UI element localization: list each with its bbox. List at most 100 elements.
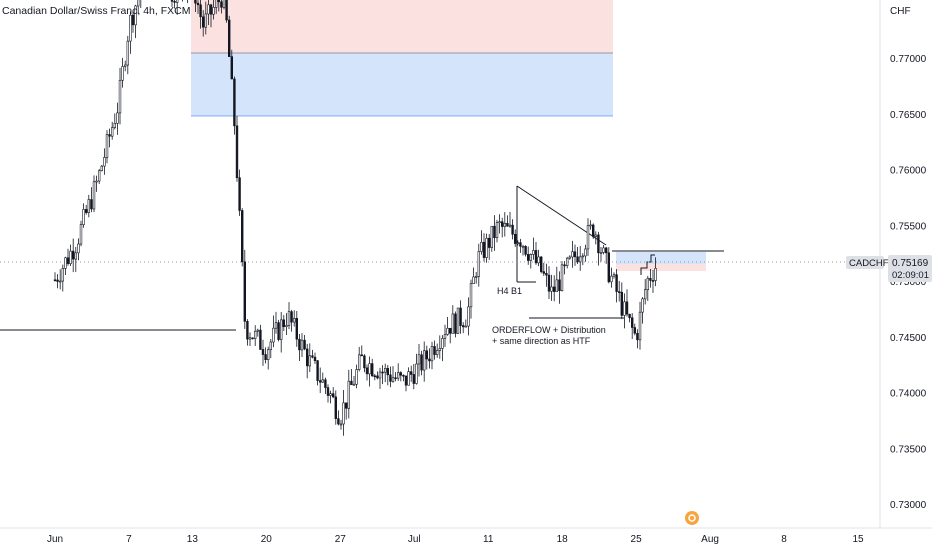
candle-body [373, 375, 376, 378]
candle-body [469, 283, 473, 308]
note-line-2: + same direction as HTF [492, 336, 591, 346]
candle-body [243, 261, 246, 322]
candle-body [511, 224, 514, 235]
time-tick-3: 20 [261, 534, 273, 545]
long-stop-zone [616, 264, 706, 271]
candle-body [461, 325, 465, 328]
candle-body [108, 134, 111, 137]
candle-body [264, 354, 267, 360]
candle-body [409, 371, 413, 375]
candle-body [524, 245, 527, 255]
candle-body [498, 221, 501, 223]
time-tick-5: Jul [408, 534, 421, 545]
candle-body [298, 338, 301, 351]
candle-body [532, 250, 535, 255]
candle-body [279, 319, 283, 340]
candle-body [207, 4, 210, 15]
candle-body [547, 274, 551, 292]
candle-body [555, 279, 559, 292]
time-tick-4: 27 [335, 534, 347, 545]
price-tick-2: 0.76000 [890, 166, 927, 177]
candle-body [428, 358, 431, 362]
candle-body [607, 252, 611, 283]
candle-body [292, 318, 296, 323]
candle-body [391, 377, 395, 382]
candle-body [448, 327, 452, 334]
symbol-name: CADCHF [849, 258, 889, 269]
candle-body [404, 375, 408, 386]
countdown: 02:09:01 [892, 270, 929, 281]
candle-body [599, 252, 603, 254]
candle-body [344, 402, 348, 409]
candle-body [194, 0, 197, 4]
candle-body [482, 241, 486, 258]
candle-body [472, 276, 475, 284]
candle-body [435, 350, 439, 355]
candle-body [305, 348, 309, 367]
candle-body [111, 127, 114, 137]
candle-body [87, 199, 91, 213]
candle-body [61, 268, 65, 282]
time-tick-2: 13 [187, 534, 199, 545]
candle-body [417, 354, 421, 365]
candle-body [77, 243, 80, 254]
candle-body [355, 369, 358, 385]
candle-body [586, 225, 590, 250]
long-target-zone [616, 252, 706, 264]
time-tick-6: 11 [483, 534, 494, 545]
candle-body [269, 341, 272, 351]
candle-body [630, 317, 634, 328]
candle-body [105, 134, 109, 158]
candle-body [204, 13, 207, 28]
candle-body [134, 5, 137, 26]
candle-body [209, 4, 213, 15]
logo-icon[interactable] [685, 511, 699, 525]
last-price: 0.75169 [892, 258, 929, 269]
candle-body [282, 319, 285, 328]
candle-body [254, 330, 257, 339]
candle-body [396, 372, 400, 379]
candle-body [433, 346, 436, 355]
candle-body [170, 0, 174, 2]
candle-body [500, 221, 504, 227]
time-ticks: Jun 7 13 20 27 Jul 11 18 25 Aug 8 15 [47, 534, 864, 545]
candle-body [628, 313, 631, 319]
h4-label: H4 B1 [497, 286, 522, 296]
candle-body [480, 241, 483, 252]
candle-body [238, 177, 241, 211]
candle-body [441, 338, 444, 349]
chart-title: Canadian Dollar/Swiss Franc, 4h, FXCM [2, 5, 190, 17]
candle-body [56, 279, 59, 282]
candle-body [487, 237, 491, 248]
time-tick-9: Aug [701, 534, 719, 545]
candle-body [272, 327, 275, 343]
target-zone [191, 53, 613, 116]
candle-body [456, 307, 460, 334]
logo-icon-inner [688, 514, 696, 522]
time-tick-11: 15 [852, 534, 864, 545]
trendline[interactable] [516, 185, 607, 246]
price-ticks: 0.77000 0.76500 0.76000 0.75500 0.75000 0.745… [890, 54, 927, 511]
candle-body [612, 274, 616, 277]
candle-body [576, 256, 579, 263]
candle-body [623, 301, 626, 316]
candle-body [92, 181, 96, 210]
candle-body [85, 209, 88, 213]
candle-body [118, 79, 122, 114]
candle-body [378, 371, 382, 379]
candle-body [506, 222, 509, 227]
candle-body [584, 248, 587, 257]
candle-body [493, 225, 496, 239]
candle-body [64, 257, 67, 269]
candle-body [303, 339, 306, 350]
candle-body [241, 210, 244, 263]
candle-body [266, 349, 270, 360]
candle-body [646, 278, 650, 291]
candle-body [451, 313, 454, 334]
candle-body [594, 234, 598, 237]
candle-body [615, 274, 618, 292]
price-tick-3: 0.75500 [890, 221, 927, 232]
candle-body [438, 348, 441, 351]
candle-body [477, 251, 480, 277]
